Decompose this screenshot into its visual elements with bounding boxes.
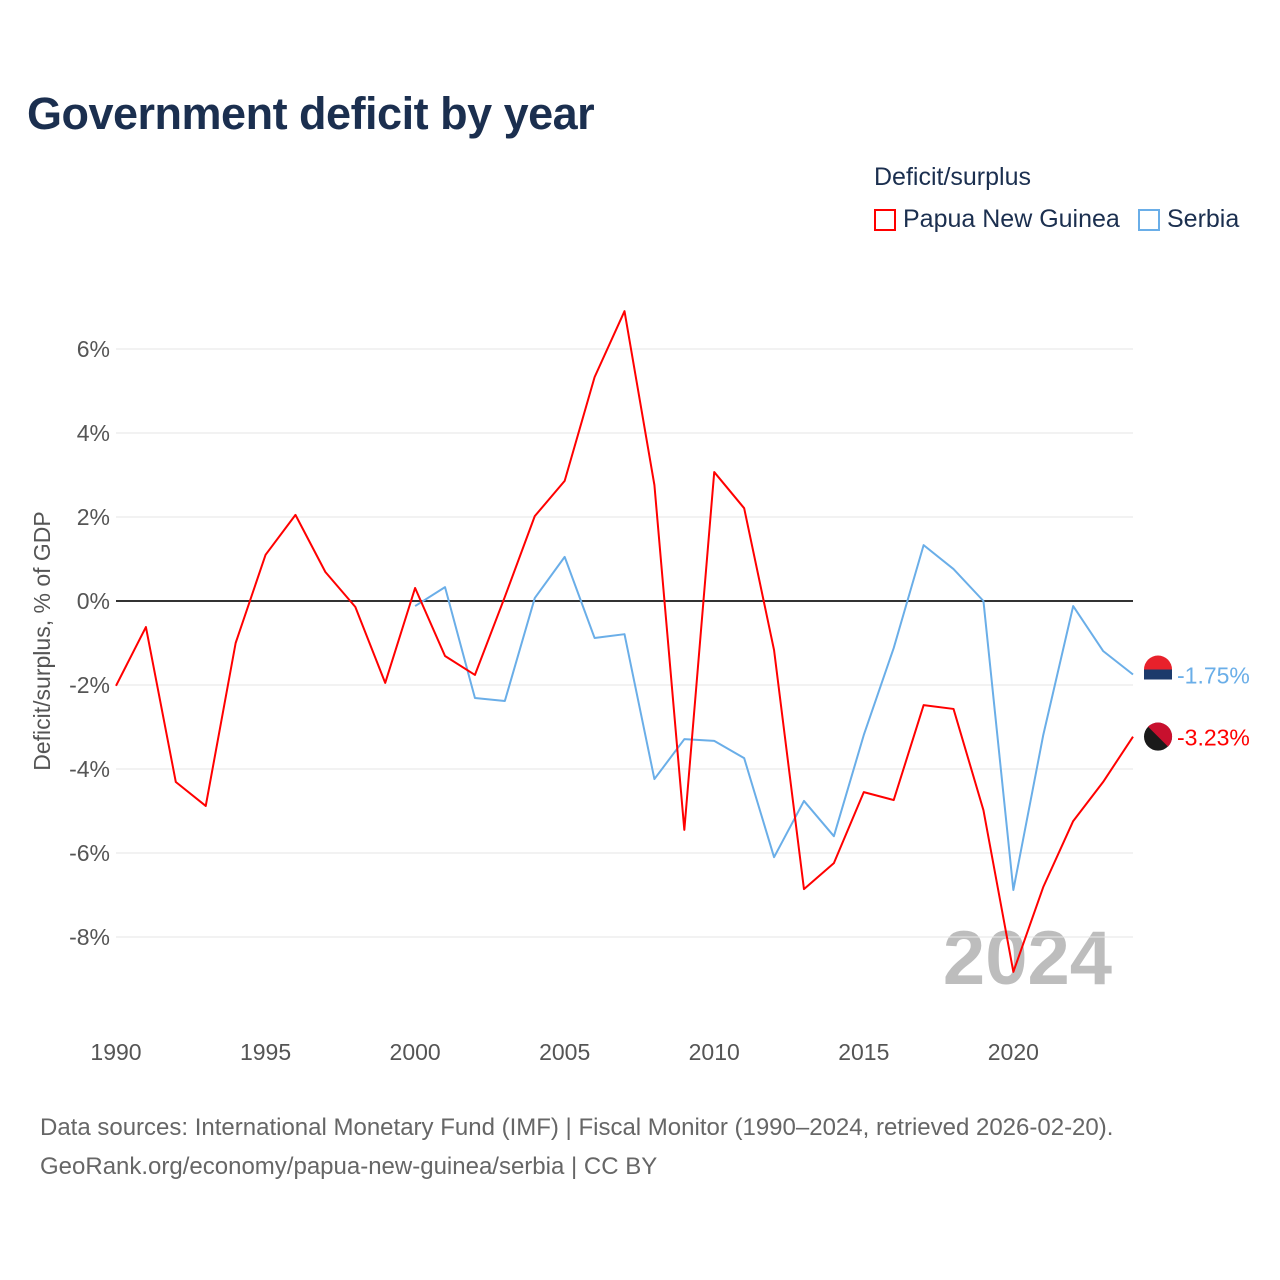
y-tick-label: -4% bbox=[69, 756, 110, 782]
year-watermark: 2024 bbox=[943, 916, 1112, 1001]
y-tick-label: 0% bbox=[77, 588, 110, 614]
flag-stripe bbox=[1144, 669, 1172, 680]
x-tick-label: 1995 bbox=[240, 1039, 291, 1065]
y-tick-label: 2% bbox=[77, 504, 110, 530]
y-tick-label: 6% bbox=[77, 336, 110, 362]
end-value-label: -1.75% bbox=[1177, 663, 1250, 689]
chart-title: Government deficit by year bbox=[27, 88, 595, 139]
end-value-label: -3.23% bbox=[1177, 725, 1250, 751]
x-tick-label: 2010 bbox=[689, 1039, 740, 1065]
x-tick-label: 2015 bbox=[838, 1039, 889, 1065]
flag-icon bbox=[1144, 722, 1173, 751]
legend-label: Papua New Guinea bbox=[903, 205, 1120, 233]
source-link[interactable]: GeoRank.org/economy/papua-new-guinea/ser… bbox=[40, 1153, 658, 1180]
y-axis-label: Deficit/surplus, % of GDP bbox=[29, 511, 55, 770]
x-tick-label: 2020 bbox=[988, 1039, 1039, 1065]
source-line: Data sources: International Monetary Fun… bbox=[40, 1114, 1114, 1141]
x-tick-label: 1990 bbox=[90, 1039, 141, 1065]
flag-stripe bbox=[1144, 655, 1172, 670]
y-tick-label: -8% bbox=[69, 924, 110, 950]
x-tick-label: 2005 bbox=[539, 1039, 590, 1065]
source-note: Data sources: International Monetary Fun… bbox=[40, 1108, 1113, 1186]
legend-item-papua-new-guinea[interactable]: Papua New Guinea bbox=[874, 205, 1120, 234]
y-tick-label: -6% bbox=[69, 840, 110, 866]
flag-half bbox=[1148, 722, 1173, 747]
y-tick-label: 4% bbox=[77, 420, 110, 446]
series-line-papua-new-guinea bbox=[115, 310, 1134, 973]
legend-title: Deficit/surplus bbox=[874, 163, 1031, 191]
flag-icon bbox=[1144, 655, 1172, 689]
legend-swatch bbox=[1138, 208, 1160, 231]
x-tick-label: 2000 bbox=[390, 1039, 441, 1065]
y-tick-label: -2% bbox=[69, 672, 110, 698]
legend-item-serbia[interactable]: Serbia bbox=[1138, 205, 1239, 234]
series-line-serbia bbox=[414, 544, 1134, 891]
legend-label: Serbia bbox=[1167, 205, 1240, 233]
legend-swatch bbox=[874, 208, 896, 231]
